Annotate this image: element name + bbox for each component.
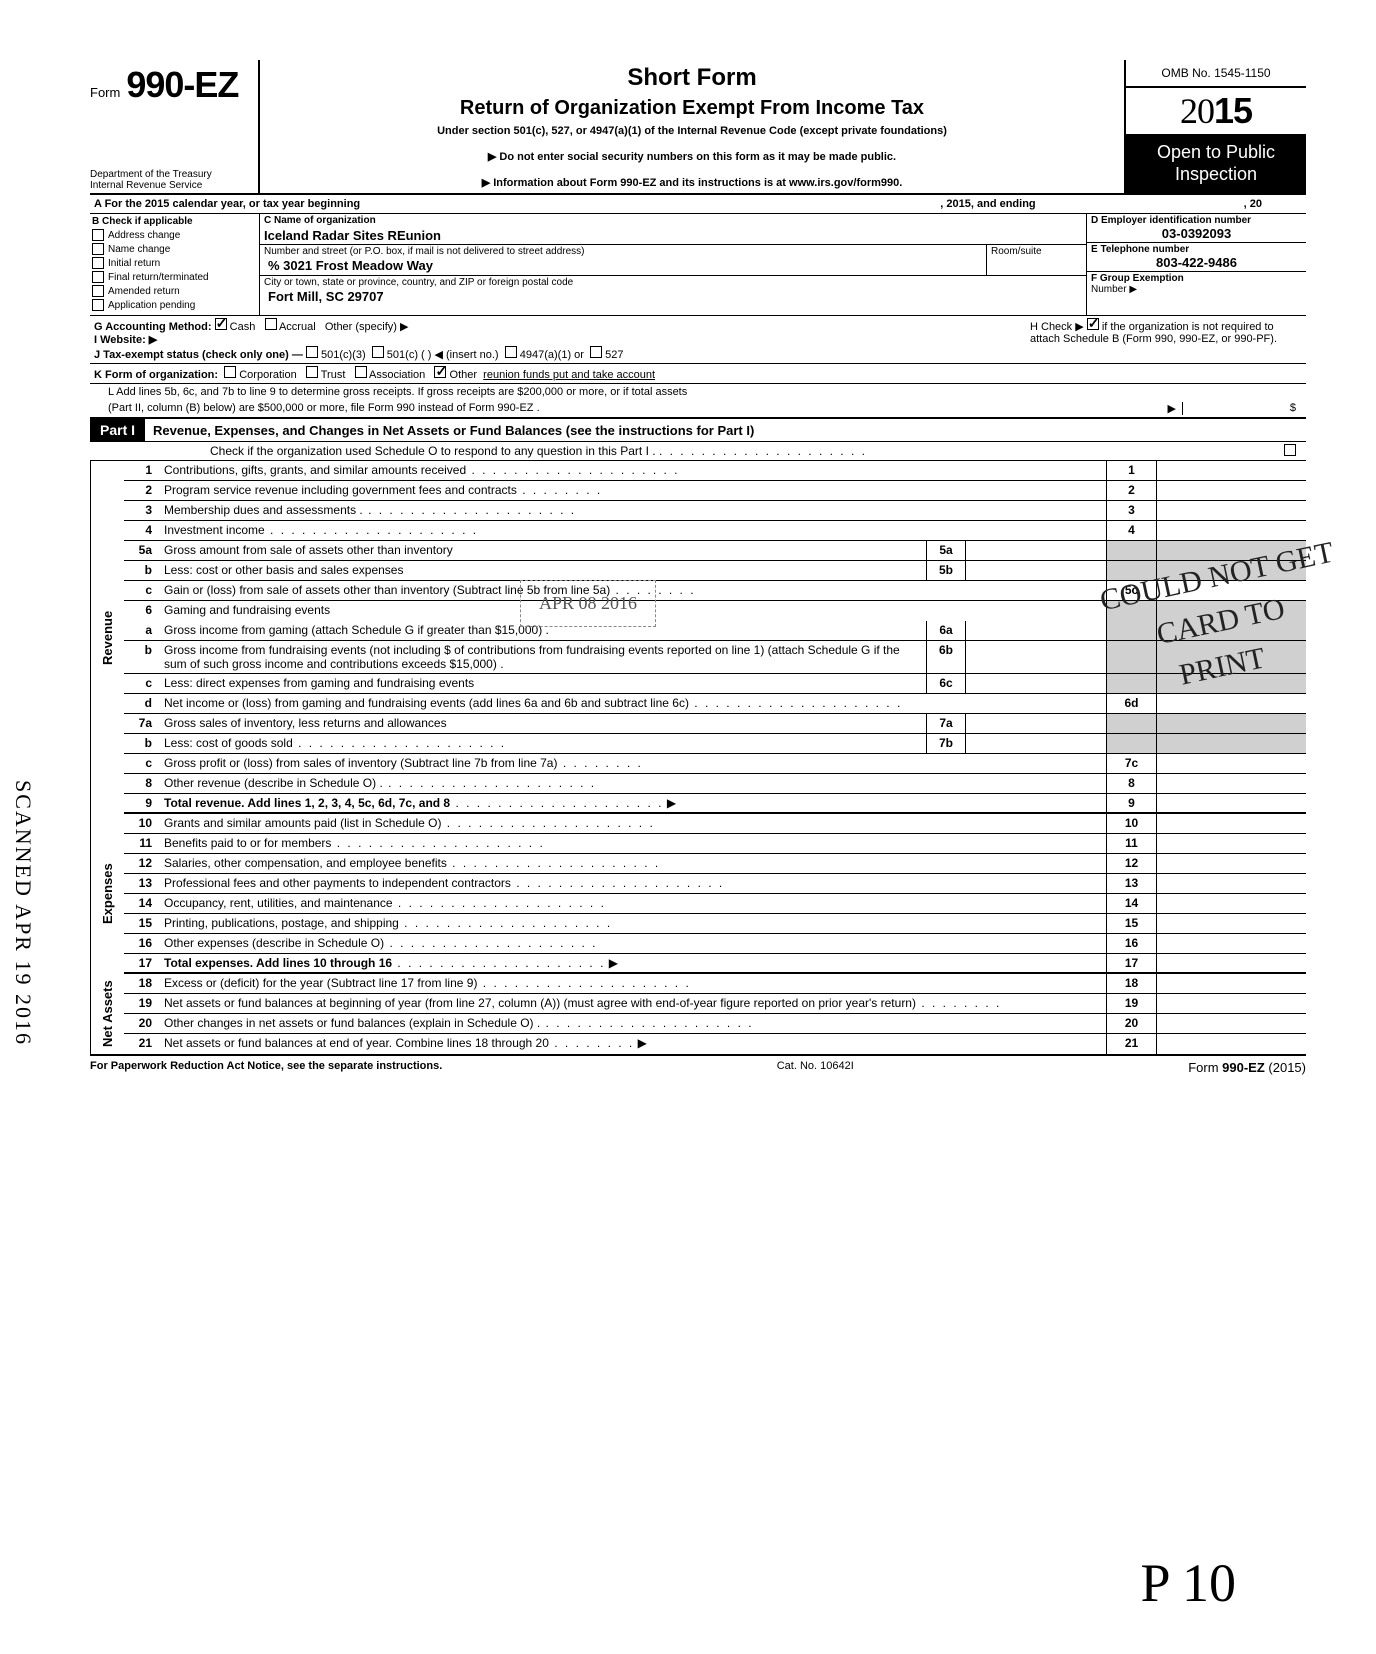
- part-1-sub: Check if the organization used Schedule …: [90, 442, 1306, 461]
- col-right-ids: D Employer identification number 03-0392…: [1086, 214, 1306, 315]
- amt-7a[interactable]: [966, 714, 1106, 733]
- expenses-label: Expenses: [90, 814, 124, 974]
- header-mid: Short Form Return of Organization Exempt…: [260, 60, 1126, 193]
- check-trust[interactable]: [306, 366, 318, 378]
- form-footer-id: Form 990-EZ (2015): [1188, 1060, 1306, 1075]
- form-header: Form 990-EZ Department of the Treasury I…: [90, 60, 1306, 195]
- amt-6b[interactable]: [966, 641, 1106, 673]
- row-g-h: G Accounting Method: Cash Accrual Other …: [90, 316, 1306, 364]
- check-501c[interactable]: [372, 346, 384, 358]
- amt-6c[interactable]: [966, 674, 1106, 693]
- paperwork-notice: For Paperwork Reduction Act Notice, see …: [90, 1060, 442, 1075]
- check-final-return[interactable]: [92, 271, 104, 283]
- amt-9[interactable]: [1156, 794, 1306, 812]
- amt-6a[interactable]: [966, 621, 1106, 640]
- col-c-org: C Name of organization Iceland Radar Sit…: [260, 214, 1086, 315]
- col-b-checks: B Check if applicable Address change Nam…: [90, 214, 260, 315]
- row-l: L Add lines 5b, 6c, and 7b to line 9 to …: [90, 384, 1306, 400]
- check-address-change[interactable]: [92, 229, 104, 241]
- check-corp[interactable]: [224, 366, 236, 378]
- amt-2[interactable]: [1156, 481, 1306, 500]
- amt-12[interactable]: [1156, 854, 1306, 873]
- omb-number: OMB No. 1545-1150: [1126, 60, 1306, 88]
- check-527[interactable]: [590, 346, 602, 358]
- amt-5a[interactable]: [966, 541, 1106, 560]
- ein: 03-0392093: [1091, 226, 1302, 241]
- revenue-section: Revenue 1Contributions, gifts, grants, a…: [90, 461, 1306, 814]
- info-line: ▶ Information about Form 990-EZ and its …: [270, 176, 1114, 189]
- part-1-header: Part I Revenue, Expenses, and Changes in…: [90, 418, 1306, 442]
- row-k: K Form of organization: Corporation Trus…: [90, 364, 1306, 384]
- entity-block: B Check if applicable Address change Nam…: [90, 214, 1306, 316]
- check-4947[interactable]: [505, 346, 517, 358]
- amt-20[interactable]: [1156, 1014, 1306, 1033]
- amt-6d[interactable]: [1156, 694, 1306, 713]
- amt-21[interactable]: [1156, 1034, 1306, 1054]
- revenue-label: Revenue: [90, 461, 124, 814]
- amt-7c[interactable]: [1156, 754, 1306, 773]
- check-501c3[interactable]: [306, 346, 318, 358]
- amt-1[interactable]: [1156, 461, 1306, 480]
- other-org-value: reunion funds put and take account: [483, 369, 655, 381]
- amt-15[interactable]: [1156, 914, 1306, 933]
- check-name-change[interactable]: [92, 243, 104, 255]
- row-l2: (Part II, column (B) below) are $500,000…: [90, 400, 1306, 418]
- scanned-stamp: SCANNED APR 19 2016: [10, 780, 36, 1046]
- net-assets-section: Net Assets 18Excess or (deficit) for the…: [90, 974, 1306, 1056]
- expenses-section: Expenses 10Grants and similar amounts pa…: [90, 814, 1306, 974]
- room-suite-label: Room/suite: [986, 245, 1086, 275]
- header-left: Form 990-EZ Department of the Treasury I…: [90, 60, 260, 193]
- check-assoc[interactable]: [355, 366, 367, 378]
- row-i-website: I Website: ▶: [94, 334, 157, 346]
- amt-13[interactable]: [1156, 874, 1306, 893]
- header-right: OMB No. 1545-1150 2015 Open to Public In…: [1126, 60, 1306, 193]
- check-cash[interactable]: [215, 318, 227, 330]
- check-initial-return[interactable]: [92, 257, 104, 269]
- check-other-org[interactable]: [434, 366, 446, 378]
- tax-year: 2015: [1126, 88, 1306, 136]
- check-schedule-o[interactable]: [1284, 444, 1296, 456]
- ssn-warning: ▶ Do not enter social security numbers o…: [270, 150, 1114, 163]
- bottom-handwriting: P 10: [1140, 1552, 1236, 1614]
- cat-no: Cat. No. 10642I: [777, 1060, 854, 1075]
- org-street: % 3021 Frost Meadow Way: [264, 257, 982, 274]
- form-990ez: Form 990-EZ Department of the Treasury I…: [90, 60, 1306, 1075]
- phone: 803-422-9486: [1091, 255, 1302, 270]
- amt-7b[interactable]: [966, 734, 1106, 753]
- row-a-tax-year: A For the 2015 calendar year, or tax yea…: [90, 195, 1306, 214]
- short-form-title: Short Form: [270, 64, 1114, 92]
- amt-4[interactable]: [1156, 521, 1306, 540]
- dept-irs: Internal Revenue Service: [90, 180, 252, 191]
- org-name: Iceland Radar Sites REunion: [260, 227, 1086, 244]
- amt-5b[interactable]: [966, 561, 1106, 580]
- form-word: Form: [90, 85, 120, 100]
- check-amended[interactable]: [92, 285, 104, 297]
- net-assets-label: Net Assets: [90, 974, 124, 1054]
- under-section: Under section 501(c), 527, or 4947(a)(1)…: [270, 125, 1114, 137]
- amt-10[interactable]: [1156, 814, 1306, 833]
- check-h-schedule-b[interactable]: [1087, 318, 1099, 330]
- check-app-pending[interactable]: [92, 299, 104, 311]
- amt-8[interactable]: [1156, 774, 1306, 793]
- dept-treasury: Department of the Treasury: [90, 169, 252, 180]
- open-to-public: Open to Public Inspection: [1126, 136, 1306, 193]
- amt-3[interactable]: [1156, 501, 1306, 520]
- amt-19[interactable]: [1156, 994, 1306, 1013]
- form-number: 990-EZ: [126, 64, 238, 106]
- amt-17[interactable]: [1156, 954, 1306, 972]
- org-city: Fort Mill, SC 29707: [264, 288, 1082, 305]
- amt-18[interactable]: [1156, 974, 1306, 993]
- amt-16[interactable]: [1156, 934, 1306, 953]
- amt-11[interactable]: [1156, 834, 1306, 853]
- form-footer: For Paperwork Reduction Act Notice, see …: [90, 1056, 1306, 1075]
- amt-14[interactable]: [1156, 894, 1306, 913]
- return-title: Return of Organization Exempt From Incom…: [270, 97, 1114, 120]
- check-accrual[interactable]: [265, 318, 277, 330]
